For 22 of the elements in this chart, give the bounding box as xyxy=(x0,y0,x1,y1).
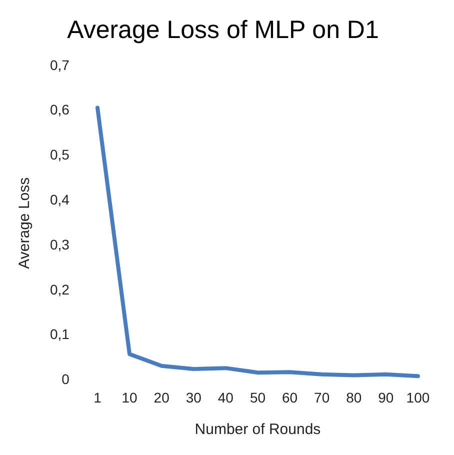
y-tick-label: 0,2 xyxy=(50,281,70,298)
x-tick-label: 30 xyxy=(186,389,202,406)
x-tick-label: 100 xyxy=(406,389,430,406)
chart-title: Average Loss of MLP on D1 xyxy=(67,16,379,44)
x-tick-label: 50 xyxy=(250,389,266,406)
x-tick-label: 80 xyxy=(346,389,362,406)
y-tick-label: 0 xyxy=(62,371,70,388)
y-tick-label: 0,6 xyxy=(50,102,70,118)
x-tick-label: 20 xyxy=(154,389,170,406)
y-tick-label: 0,4 xyxy=(50,192,70,208)
x-tick-label: 70 xyxy=(314,389,330,406)
y-tick-label: 0,3 xyxy=(50,236,70,252)
x-tick-label: 10 xyxy=(122,389,138,406)
x-axis-title: Number of Rounds xyxy=(194,421,321,438)
y-tick-label: 0,7 xyxy=(50,56,70,73)
y-tick-label: 0,1 xyxy=(50,326,70,342)
x-tick-label: 1 xyxy=(94,389,102,406)
y-tick-label: 0,5 xyxy=(50,146,70,163)
y-axis-title: Average Loss xyxy=(16,177,34,269)
x-tick-label: 60 xyxy=(282,389,298,406)
x-tick-label: 40 xyxy=(218,389,234,406)
x-tick-label: 90 xyxy=(378,389,394,406)
